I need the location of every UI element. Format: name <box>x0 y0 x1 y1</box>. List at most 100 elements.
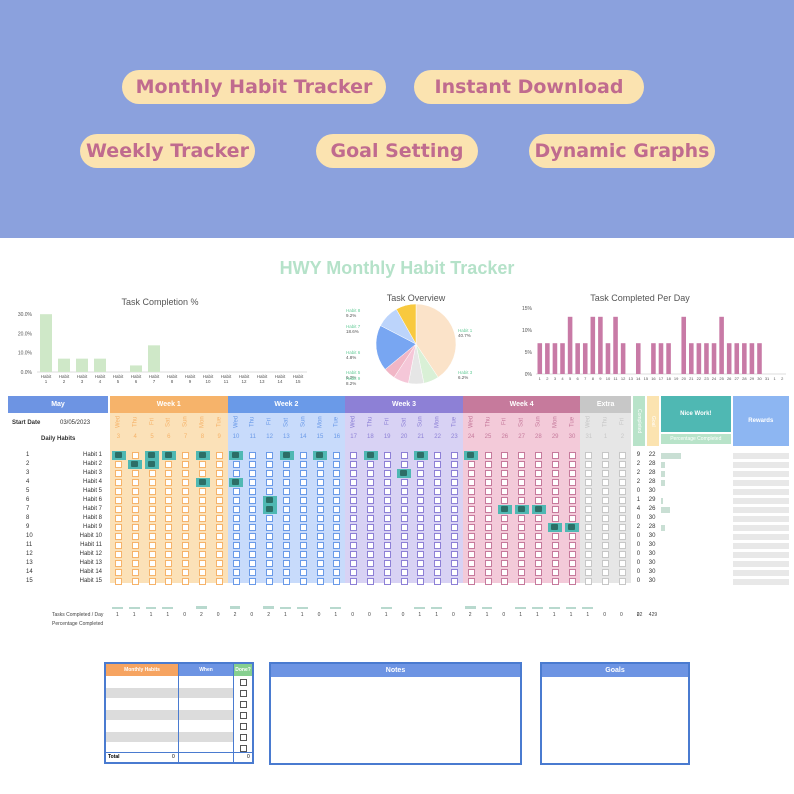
habit-checkbox[interactable] <box>383 578 391 585</box>
habit-checkbox[interactable] <box>484 542 492 549</box>
checked-mark[interactable] <box>413 451 428 460</box>
habit-checkbox[interactable] <box>333 470 341 477</box>
habit-checkbox[interactable] <box>535 578 542 585</box>
habit-checkbox[interactable] <box>283 470 290 477</box>
habit-name[interactable]: Habit 9 <box>82 524 102 530</box>
habit-checkbox[interactable] <box>501 515 509 522</box>
habit-checkbox[interactable] <box>333 542 341 549</box>
habit-checkbox[interactable] <box>602 470 610 477</box>
checked-mark[interactable] <box>363 451 378 460</box>
habit-checkbox[interactable] <box>283 542 290 549</box>
habit-checkbox[interactable] <box>467 560 475 567</box>
habit-checkbox[interactable] <box>400 533 408 540</box>
habit-checkbox[interactable] <box>350 551 358 558</box>
habit-checkbox[interactable] <box>232 569 240 576</box>
habit-checkbox[interactable] <box>182 488 190 495</box>
habit-checkbox[interactable] <box>400 542 408 549</box>
habit-checkbox[interactable] <box>165 533 173 540</box>
reward-slot[interactable] <box>732 516 789 522</box>
habit-checkbox[interactable] <box>249 569 257 576</box>
habit-checkbox[interactable] <box>232 551 240 558</box>
habit-checkbox[interactable] <box>232 560 240 567</box>
habit-checkbox[interactable] <box>232 524 240 531</box>
habit-checkbox[interactable] <box>501 560 509 567</box>
habit-checkbox[interactable] <box>367 560 374 567</box>
habit-checkbox[interactable] <box>619 560 626 567</box>
habit-checkbox[interactable] <box>249 497 257 504</box>
habit-checkbox[interactable] <box>215 533 223 540</box>
habit-checkbox[interactable] <box>283 533 290 540</box>
habit-checkbox[interactable] <box>367 461 374 468</box>
habit-checkbox[interactable] <box>333 569 341 576</box>
habit-checkbox[interactable] <box>602 560 610 567</box>
habit-checkbox[interactable] <box>619 497 626 504</box>
habit-checkbox[interactable] <box>182 533 190 540</box>
habit-checkbox[interactable] <box>215 488 223 495</box>
habit-checkbox[interactable] <box>367 515 374 522</box>
habit-checkbox[interactable] <box>232 578 240 585</box>
habit-checkbox[interactable] <box>619 533 626 540</box>
habit-checkbox[interactable] <box>535 533 542 540</box>
habit-name[interactable]: Habit 3 <box>82 470 102 476</box>
habit-checkbox[interactable] <box>165 488 173 495</box>
done-checkbox[interactable] <box>240 745 247 752</box>
checked-mark[interactable] <box>195 451 210 460</box>
habit-checkbox[interactable] <box>131 515 139 522</box>
habit-checkbox[interactable] <box>568 578 576 585</box>
habit-checkbox[interactable] <box>131 551 139 558</box>
habit-checkbox[interactable] <box>115 470 122 477</box>
habit-checkbox[interactable] <box>451 578 458 585</box>
checked-mark[interactable] <box>195 478 210 487</box>
checked-mark[interactable] <box>111 451 126 460</box>
habit-checkbox[interactable] <box>383 551 391 558</box>
habit-checkbox[interactable] <box>400 515 408 522</box>
habit-checkbox[interactable] <box>350 569 358 576</box>
done-checkbox[interactable] <box>240 679 247 686</box>
habit-checkbox[interactable] <box>115 461 122 468</box>
habit-checkbox[interactable] <box>602 479 610 486</box>
habit-checkbox[interactable] <box>165 506 173 513</box>
habit-checkbox[interactable] <box>619 578 626 585</box>
reward-slot[interactable] <box>732 525 789 531</box>
habit-checkbox[interactable] <box>316 533 324 540</box>
habit-checkbox[interactable] <box>115 533 122 540</box>
habit-checkbox[interactable] <box>266 560 274 567</box>
habit-checkbox[interactable] <box>165 479 173 486</box>
habit-checkbox[interactable] <box>316 497 324 504</box>
habit-checkbox[interactable] <box>367 524 374 531</box>
habit-checkbox[interactable] <box>199 533 206 540</box>
habit-checkbox[interactable] <box>148 488 156 495</box>
habit-checkbox[interactable] <box>484 569 492 576</box>
habit-checkbox[interactable] <box>316 488 324 495</box>
habit-checkbox[interactable] <box>484 452 492 459</box>
habit-checkbox[interactable] <box>215 524 223 531</box>
habit-checkbox[interactable] <box>467 515 475 522</box>
habit-checkbox[interactable] <box>115 578 122 585</box>
habit-checkbox[interactable] <box>585 569 593 576</box>
habit-checkbox[interactable] <box>518 533 526 540</box>
habit-checkbox[interactable] <box>115 479 122 486</box>
checked-mark[interactable] <box>145 451 160 460</box>
habit-checkbox[interactable] <box>585 551 593 558</box>
habit-checkbox[interactable] <box>417 506 425 513</box>
habit-checkbox[interactable] <box>451 470 458 477</box>
habit-checkbox[interactable] <box>551 551 559 558</box>
done-checkbox[interactable] <box>240 734 247 741</box>
habit-checkbox[interactable] <box>451 506 458 513</box>
habit-checkbox[interactable] <box>484 479 492 486</box>
habit-checkbox[interactable] <box>148 470 156 477</box>
habit-checkbox[interactable] <box>199 461 206 468</box>
habit-checkbox[interactable] <box>182 515 190 522</box>
habit-checkbox[interactable] <box>131 452 139 459</box>
habit-checkbox[interactable] <box>484 488 492 495</box>
habit-checkbox[interactable] <box>115 560 122 567</box>
habit-name[interactable]: Habit 1 <box>82 452 102 458</box>
habit-checkbox[interactable] <box>383 470 391 477</box>
habit-checkbox[interactable] <box>215 515 223 522</box>
habit-checkbox[interactable] <box>199 488 206 495</box>
habit-checkbox[interactable] <box>535 515 542 522</box>
habit-checkbox[interactable] <box>148 479 156 486</box>
habit-checkbox[interactable] <box>400 488 408 495</box>
reward-slot[interactable] <box>732 507 789 513</box>
habit-checkbox[interactable] <box>417 569 425 576</box>
